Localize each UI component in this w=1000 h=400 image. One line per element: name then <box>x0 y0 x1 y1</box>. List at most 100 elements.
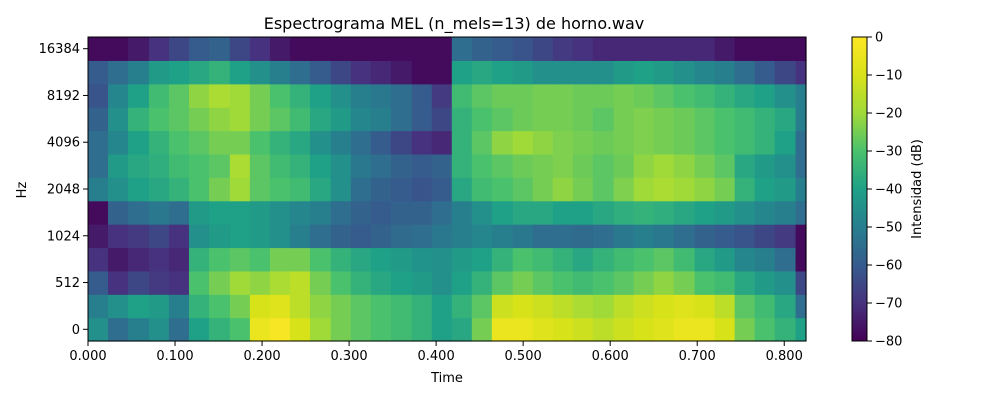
heatmap-cell <box>592 83 615 108</box>
heatmap-cell <box>88 270 109 295</box>
heatmap-cell <box>532 294 554 319</box>
heatmap-cell <box>613 60 635 85</box>
heatmap-cell <box>168 83 190 108</box>
heatmap-cell <box>411 83 433 108</box>
heatmap-cell <box>411 60 433 85</box>
heatmap-cell <box>795 317 807 342</box>
heatmap-cell <box>229 224 251 249</box>
heatmap-cell <box>148 224 170 249</box>
heatmap-cell <box>249 247 271 272</box>
heatmap-cell <box>754 107 776 132</box>
heatmap-cell <box>390 37 413 61</box>
heatmap-cell <box>774 247 797 272</box>
heatmap-cell <box>188 224 210 249</box>
x-tick-label: 0.300 <box>330 349 367 364</box>
heatmap-cell <box>795 177 807 202</box>
heatmap-cell <box>229 83 251 108</box>
heatmap-cell <box>774 224 797 249</box>
colorbar-tick-label: −50 <box>875 221 902 236</box>
heatmap-cell <box>370 177 392 202</box>
heatmap-cell <box>491 107 514 132</box>
heatmap-cell <box>795 270 807 295</box>
heatmap-cell <box>754 130 776 155</box>
heatmap-cell <box>431 153 453 178</box>
heatmap-cell <box>229 153 251 178</box>
heatmap-cell <box>289 247 311 272</box>
heatmap-cell <box>653 177 675 202</box>
heatmap-cell <box>572 317 594 342</box>
heatmap-cell <box>188 153 210 178</box>
heatmap-cell <box>330 177 352 202</box>
heatmap-cell <box>694 130 716 155</box>
heatmap-cell <box>390 153 413 178</box>
heatmap-cell <box>795 130 807 155</box>
heatmap-cell <box>451 37 473 61</box>
x-tick-label: 0.100 <box>156 349 193 364</box>
heatmap-cell <box>390 107 413 132</box>
heatmap-cell <box>390 247 413 272</box>
heatmap-cell <box>128 60 150 85</box>
heatmap-cell <box>128 224 150 249</box>
heatmap-cell <box>774 60 797 85</box>
heatmap-cell <box>208 294 231 319</box>
heatmap-cell <box>774 83 797 108</box>
heatmap-cell <box>653 200 675 225</box>
heatmap-cell <box>592 294 615 319</box>
heatmap-cell <box>411 153 433 178</box>
heatmap-cell <box>633 153 655 178</box>
heatmap-cell <box>289 153 311 178</box>
heatmap-cell <box>289 224 311 249</box>
heatmap-cell <box>330 294 352 319</box>
heatmap-cell <box>673 270 696 295</box>
heatmap-cell <box>229 270 251 295</box>
heatmap-cell <box>754 247 776 272</box>
heatmap-cell <box>552 224 574 249</box>
heatmap-cell <box>633 247 655 272</box>
heatmap-cell <box>350 177 372 202</box>
heatmap-cell <box>431 200 453 225</box>
heatmap-cell <box>370 270 392 295</box>
heatmap-cell <box>309 107 332 132</box>
heatmap-cell <box>128 130 150 155</box>
heatmap-cell <box>411 177 433 202</box>
heatmap-cell <box>795 107 807 132</box>
heatmap-cell <box>269 83 291 108</box>
heatmap-cell <box>168 60 190 85</box>
heatmap-cell <box>229 200 251 225</box>
heatmap-cell <box>249 60 271 85</box>
heatmap-cell <box>148 247 170 272</box>
heatmap-cell <box>411 317 433 342</box>
heatmap-cell <box>148 270 170 295</box>
heatmap-cell <box>512 83 534 108</box>
x-tick-label: 0.500 <box>505 349 542 364</box>
heatmap-cell <box>249 294 271 319</box>
heatmap-cell <box>795 60 807 85</box>
heatmap-cell <box>451 247 473 272</box>
heatmap-cell <box>350 83 372 108</box>
heatmap-cell <box>168 130 190 155</box>
heatmap-cell <box>613 200 635 225</box>
heatmap-cell <box>592 107 615 132</box>
heatmap-cell <box>471 60 493 85</box>
heatmap-cell <box>572 270 594 295</box>
heatmap-cell <box>88 224 109 249</box>
heatmap-cell <box>592 177 615 202</box>
colorbar-tick-label: −40 <box>875 183 902 198</box>
heatmap-cell <box>774 37 797 61</box>
heatmap-cell <box>390 270 413 295</box>
heatmap-cell <box>249 153 271 178</box>
heatmap-cell <box>88 60 109 85</box>
heatmap-cell <box>572 37 594 61</box>
heatmap-cell <box>451 130 473 155</box>
y-tick-label: 2048 <box>47 183 80 198</box>
heatmap-cell <box>411 270 433 295</box>
heatmap-cell <box>633 294 655 319</box>
heatmap-cell <box>108 270 129 295</box>
heatmap-cell <box>613 37 635 61</box>
heatmap-cell <box>795 83 807 108</box>
heatmap-cell <box>249 200 271 225</box>
heatmap-cell <box>128 200 150 225</box>
heatmap-cell <box>431 317 453 342</box>
heatmap-cell <box>613 247 635 272</box>
heatmap-cell <box>128 294 150 319</box>
